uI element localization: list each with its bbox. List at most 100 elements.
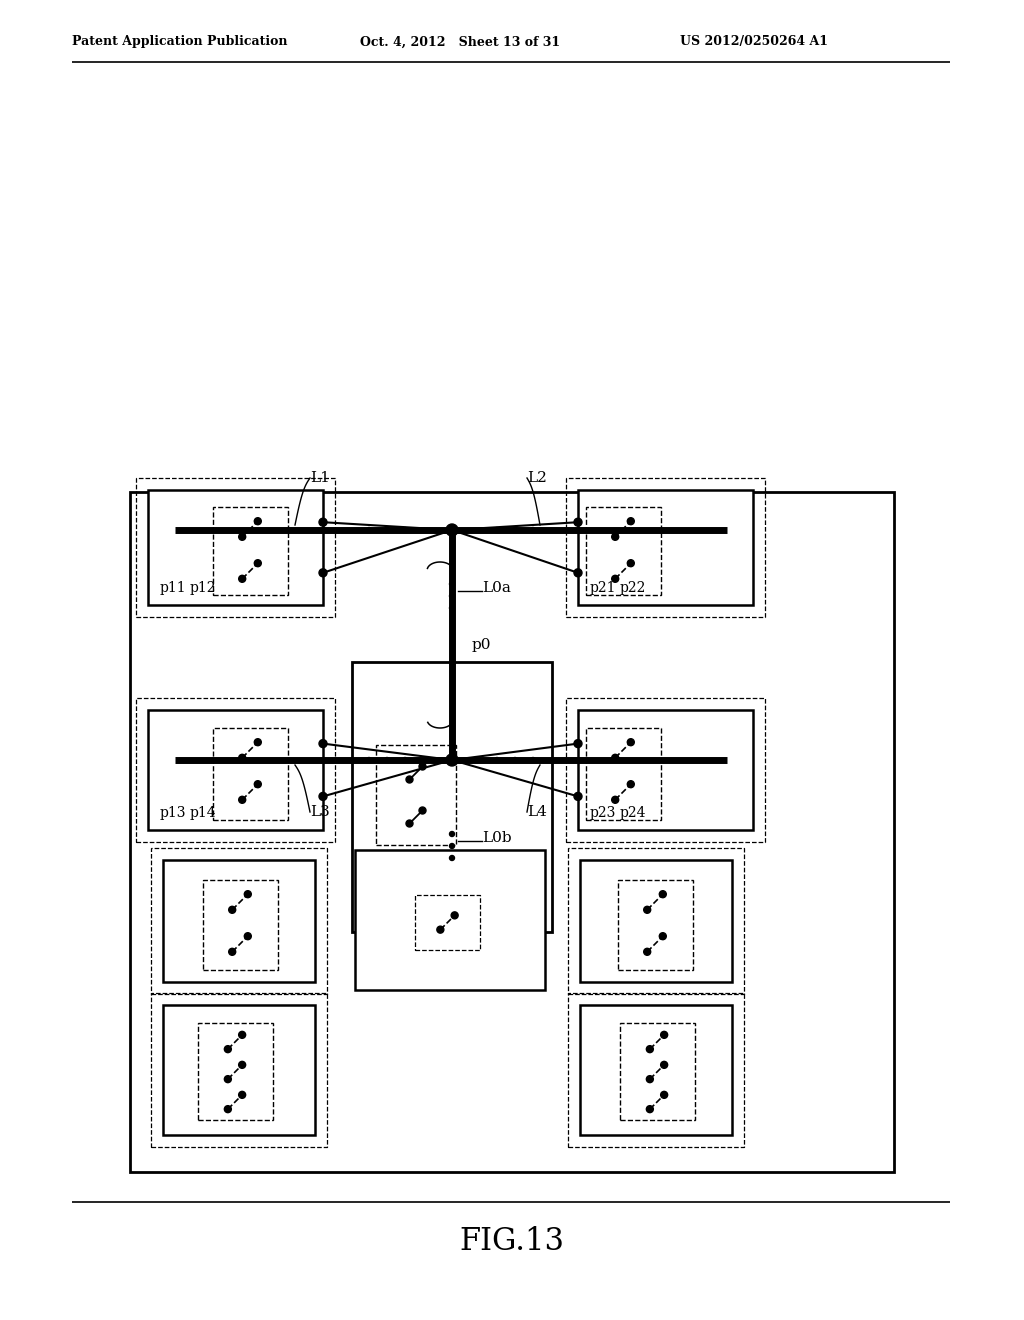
Bar	[580, 1005, 732, 1135]
Text: p14: p14	[190, 807, 217, 820]
Circle shape	[384, 758, 389, 763]
Circle shape	[224, 1045, 231, 1052]
Circle shape	[530, 758, 536, 763]
Circle shape	[450, 594, 455, 598]
Circle shape	[452, 912, 458, 919]
Bar	[568, 847, 744, 994]
Bar	[580, 861, 732, 982]
Text: Patent Application Publication: Patent Application Publication	[72, 36, 288, 49]
Text: p24: p24	[620, 807, 646, 820]
Circle shape	[512, 758, 517, 763]
Circle shape	[611, 796, 618, 804]
Text: L2: L2	[527, 471, 547, 484]
Circle shape	[611, 754, 618, 762]
Circle shape	[450, 843, 455, 849]
Circle shape	[660, 1061, 668, 1068]
Bar	[163, 861, 315, 982]
Circle shape	[530, 528, 536, 532]
Text: L1: L1	[310, 471, 330, 484]
Circle shape	[406, 776, 413, 783]
Text: p13: p13	[160, 807, 186, 820]
Circle shape	[646, 1076, 653, 1082]
Bar	[136, 698, 335, 842]
Circle shape	[402, 758, 408, 763]
Circle shape	[450, 855, 455, 861]
Text: Oct. 4, 2012   Sheet 13 of 31: Oct. 4, 2012 Sheet 13 of 31	[360, 36, 560, 49]
Bar	[566, 698, 765, 842]
Text: p11: p11	[160, 581, 186, 595]
Circle shape	[228, 948, 236, 956]
Circle shape	[254, 780, 261, 788]
Bar	[130, 492, 894, 1172]
Circle shape	[450, 582, 455, 586]
Circle shape	[245, 933, 251, 940]
Circle shape	[224, 1076, 231, 1082]
Circle shape	[611, 533, 618, 540]
Circle shape	[437, 927, 443, 933]
Circle shape	[450, 832, 455, 837]
Circle shape	[628, 560, 634, 566]
Bar	[578, 710, 753, 830]
Circle shape	[319, 519, 327, 527]
Circle shape	[239, 533, 246, 540]
Bar	[568, 993, 744, 1147]
Text: p12: p12	[190, 581, 216, 595]
Bar	[355, 850, 545, 990]
Bar	[578, 490, 753, 605]
Circle shape	[495, 528, 500, 532]
Text: L0a: L0a	[482, 581, 511, 595]
Bar	[586, 507, 662, 595]
Circle shape	[644, 907, 650, 913]
Circle shape	[644, 948, 650, 956]
Circle shape	[319, 792, 327, 800]
Circle shape	[254, 739, 261, 746]
Circle shape	[646, 1106, 653, 1113]
Bar	[151, 993, 327, 1147]
Text: FIG.13: FIG.13	[460, 1226, 564, 1258]
Bar	[352, 663, 552, 932]
Circle shape	[446, 524, 458, 536]
Bar	[618, 880, 693, 970]
Bar	[163, 1005, 315, 1135]
Circle shape	[367, 758, 372, 763]
Circle shape	[574, 792, 582, 800]
Text: L3: L3	[310, 805, 330, 818]
Circle shape	[611, 576, 618, 582]
Circle shape	[239, 1061, 246, 1068]
Text: L0b: L0b	[482, 832, 512, 845]
Text: p23: p23	[590, 807, 616, 820]
Text: p21: p21	[590, 581, 616, 595]
Circle shape	[239, 754, 246, 762]
Circle shape	[254, 517, 261, 525]
Bar	[136, 478, 335, 616]
Bar	[148, 490, 323, 605]
Circle shape	[254, 560, 261, 566]
Circle shape	[319, 739, 327, 747]
Circle shape	[628, 780, 634, 788]
Circle shape	[574, 739, 582, 747]
Text: L4: L4	[527, 805, 547, 818]
Bar	[203, 880, 278, 970]
Bar	[148, 710, 323, 830]
Circle shape	[574, 519, 582, 527]
Text: p22: p22	[620, 581, 646, 595]
Bar	[151, 847, 327, 994]
Bar	[213, 507, 288, 595]
Circle shape	[446, 754, 458, 766]
Circle shape	[512, 528, 517, 532]
Circle shape	[659, 891, 667, 898]
Bar	[415, 895, 480, 950]
Circle shape	[659, 933, 667, 940]
Bar	[586, 729, 662, 820]
Bar	[213, 729, 288, 820]
Circle shape	[245, 891, 251, 898]
Circle shape	[367, 528, 372, 532]
Circle shape	[239, 1092, 246, 1098]
Circle shape	[495, 758, 500, 763]
Circle shape	[239, 576, 246, 582]
Circle shape	[628, 517, 634, 525]
Circle shape	[239, 1031, 246, 1039]
Circle shape	[628, 739, 634, 746]
Bar	[198, 1023, 273, 1119]
Bar	[566, 478, 765, 616]
